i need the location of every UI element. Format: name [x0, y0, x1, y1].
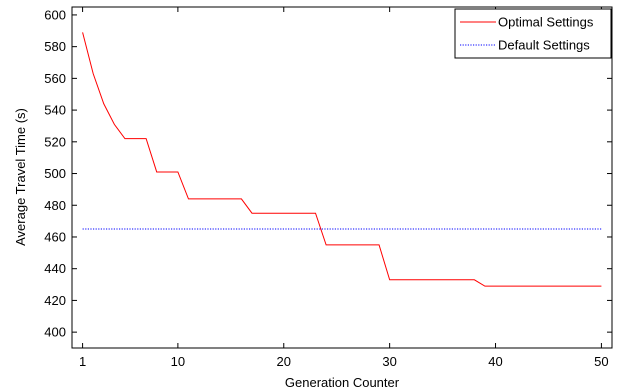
x-tick-label: 10 — [171, 354, 185, 369]
legend-label-optimal: Optimal Settings — [498, 15, 594, 30]
y-tick-label: 600 — [44, 7, 66, 22]
y-tick-label: 580 — [44, 39, 66, 54]
plot-area — [71, 6, 613, 349]
y-tick-label: 540 — [44, 103, 66, 118]
y-tick-label: 400 — [44, 325, 66, 340]
y-tick-label: 460 — [44, 229, 66, 244]
x-tick-label: 40 — [488, 354, 502, 369]
x-tick-label: 50 — [594, 354, 608, 369]
y-axis-title: Average Travel Time (s) — [13, 108, 28, 246]
x-axis-title: Generation Counter — [285, 375, 400, 390]
y-tick-label: 560 — [44, 71, 66, 86]
y-tick-label: 500 — [44, 166, 66, 181]
y-tick-label: 480 — [44, 198, 66, 213]
y-tick-label: 520 — [44, 134, 66, 149]
y-tick-label: 440 — [44, 261, 66, 276]
x-tick-label: 20 — [277, 354, 291, 369]
series-line-optimal — [82, 32, 602, 287]
legend-label-default: Default Settings — [498, 38, 590, 53]
legend: Optimal Settings Default Settings — [454, 8, 612, 59]
y-tick-label: 420 — [44, 293, 66, 308]
legend-box — [454, 8, 612, 59]
x-tick-label: 1 — [79, 354, 86, 369]
x-tick-label: 30 — [382, 354, 396, 369]
